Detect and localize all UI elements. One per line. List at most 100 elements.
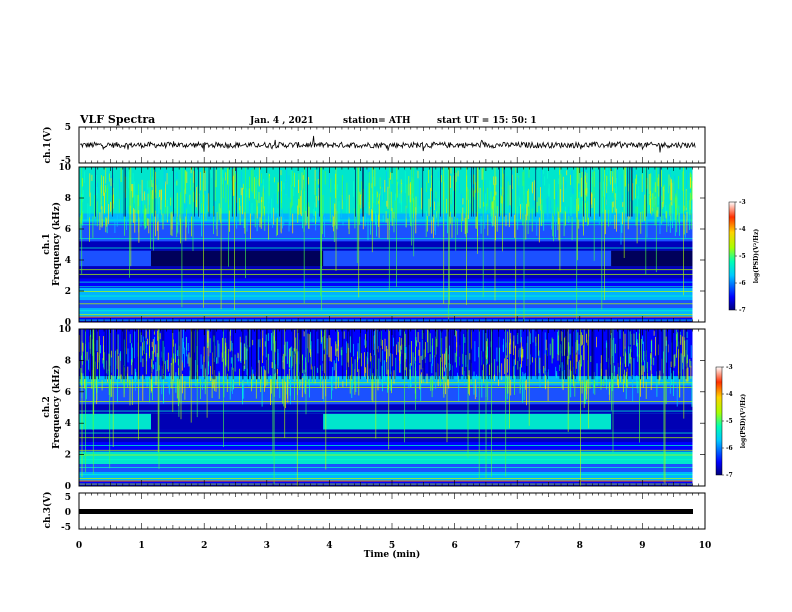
spectrogram-speckle	[606, 342, 608, 362]
spectrogram-speckle	[430, 377, 432, 391]
ch3-waveform-panel: 5 0 -5 ch.3(V)	[42, 492, 706, 533]
spectrogram-speckle	[427, 330, 429, 354]
spectrogram-speckle	[446, 198, 447, 214]
spectrogram-dark-streak	[407, 329, 409, 380]
spectrogram-dark-streak	[95, 167, 96, 217]
spectrogram-speckle	[243, 365, 245, 371]
spectrogram-speckle	[417, 332, 419, 343]
spectrogram-speckle	[97, 187, 99, 193]
spectrogram-speckle	[577, 332, 579, 351]
spectrogram-sferic	[576, 167, 578, 319]
spectrogram-speckle	[450, 187, 451, 195]
spectrogram-speckle	[658, 192, 659, 205]
spectrogram-speckle	[291, 184, 292, 208]
spectrogram-speckle	[665, 336, 667, 346]
spectrogram-speckle	[387, 186, 389, 209]
spectrogram-speckle	[342, 219, 344, 226]
spectrogram-speckle	[376, 214, 377, 237]
spectrogram-sferic	[220, 167, 222, 310]
spectrogram-speckle	[386, 171, 387, 192]
frequency-tick-label: 2	[65, 451, 71, 461]
spectrogram-speckle	[659, 370, 661, 381]
spectrogram-speckle	[520, 329, 522, 343]
spectrogram-speckle	[167, 378, 169, 387]
spectrogram-speckle	[218, 203, 220, 220]
spectrogram-speckle	[368, 202, 370, 216]
spectrogram-dark-streak	[256, 329, 257, 380]
spectrogram-speckle	[652, 199, 654, 209]
spectrogram-speckle	[690, 361, 692, 369]
spectrogram-speckle	[336, 210, 338, 230]
time-tick-label: 2	[201, 541, 207, 551]
spectrogram-speckle	[420, 355, 422, 370]
spectrogram-dark-streak	[173, 167, 174, 217]
spectrogram-dark-streak	[574, 329, 576, 380]
spectrogram-speckle	[454, 352, 456, 363]
spectrogram-speckle	[261, 382, 263, 407]
spectrogram-dark-streak	[208, 167, 210, 217]
spectrogram-speckle	[382, 180, 384, 202]
spectrogram-speckle	[312, 217, 314, 223]
spectrogram-speckle	[80, 213, 82, 224]
frequency-tick-label: 6	[65, 388, 71, 398]
spectrogram-speckle	[307, 347, 309, 363]
spectrogram-dark-streak	[192, 329, 193, 380]
spectrogram-speckle	[690, 345, 692, 358]
spectrogram-speckle	[200, 354, 202, 369]
spectrogram-speckle	[185, 170, 187, 194]
spectrogram-speckle	[547, 196, 549, 218]
spectrogram-speckle	[215, 169, 217, 188]
spectrogram-speckle	[338, 331, 339, 347]
spectrogram-dark-streak	[154, 167, 156, 217]
spectrogram-speckle	[118, 355, 119, 380]
spectrogram-sferic	[494, 167, 496, 301]
spectrogram-speckle	[203, 170, 205, 195]
spectrogram-speckle	[254, 213, 256, 228]
spectrogram-speckle	[230, 357, 232, 364]
spectrogram-speckle	[185, 336, 187, 357]
spectrogram-speckle	[225, 172, 226, 181]
spectrogram-speckle	[144, 191, 145, 201]
spectrogram-speckle	[184, 170, 186, 190]
spectrogram-speckle	[334, 184, 336, 190]
spectrogram-speckle	[608, 209, 609, 227]
spectrogram-speckle	[619, 330, 621, 339]
spectrogram-speckle	[343, 180, 344, 202]
spectrogram-speckle	[570, 371, 572, 382]
spectrogram-speckle	[268, 202, 269, 225]
spectrogram-speckle	[650, 194, 652, 200]
spectrogram-speckle	[150, 190, 152, 214]
spectrogram-dark-streak	[592, 329, 593, 380]
spectrogram-speckle	[289, 379, 291, 396]
spectrogram-speckle	[182, 338, 183, 363]
spectrogram-speckle	[669, 168, 671, 180]
spectrogram-speckle	[483, 201, 485, 207]
spectrogram-speckle	[128, 171, 130, 189]
spectrogram-speckle	[377, 203, 379, 215]
spectrogram-speckle	[295, 348, 297, 365]
spectrogram-sferic	[664, 329, 666, 484]
spectrogram-sferic	[196, 329, 198, 418]
spectrogram-speckle	[152, 176, 153, 187]
spectrogram-speckle	[296, 362, 297, 382]
spectrogram-speckle	[670, 201, 672, 221]
spectrogram-speckle	[216, 212, 218, 237]
spectrogram-speckle	[472, 188, 474, 212]
spectrogram-sferic	[206, 329, 208, 418]
spectrogram-speckle	[683, 205, 685, 211]
spectrogram-sferic	[528, 329, 530, 426]
spectrogram-speckle	[276, 368, 278, 389]
spectrogram-speckle	[468, 375, 469, 394]
spectrogram-speckle	[231, 180, 232, 207]
spectrogram-speckle	[190, 178, 191, 191]
spectrogram-speckle	[671, 373, 672, 385]
spectrogram-speckle	[246, 188, 248, 198]
spectrogram-speckle	[591, 169, 593, 193]
spectrogram-band	[79, 471, 693, 482]
spectrogram-dark-streak	[656, 329, 658, 380]
spectrogram-speckle	[673, 180, 675, 204]
spectrogram-speckle	[293, 355, 295, 382]
spectrogram-speckle	[450, 175, 451, 189]
spectrogram-dark-streak	[607, 329, 609, 380]
spectrogram-speckle	[462, 353, 464, 379]
